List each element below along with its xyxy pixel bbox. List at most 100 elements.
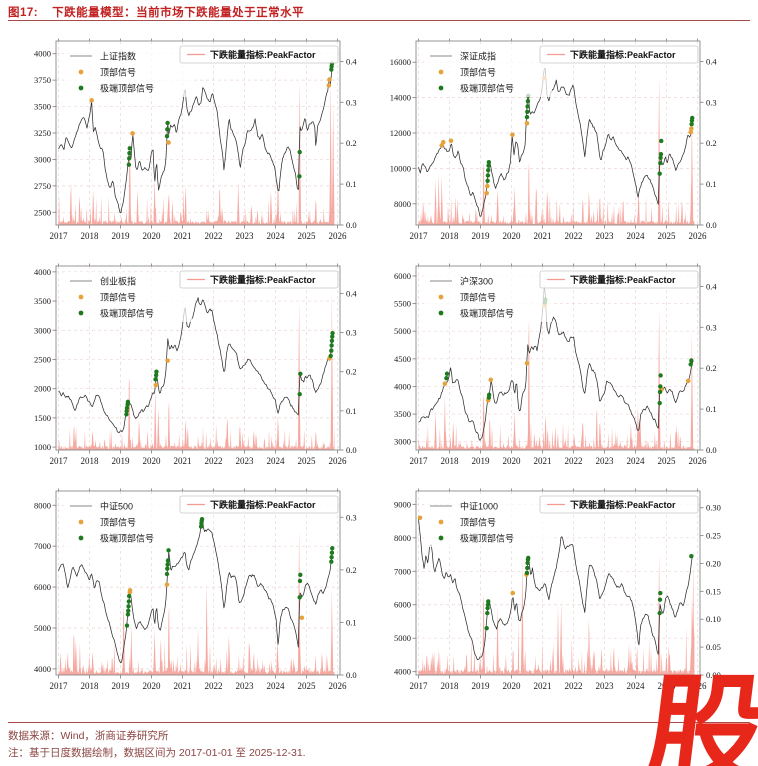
svg-text:2019: 2019 [471, 456, 490, 466]
svg-text:2024: 2024 [627, 456, 646, 466]
svg-text:2025: 2025 [658, 456, 677, 466]
svg-text:0.1: 0.1 [706, 404, 717, 414]
svg-text:2017: 2017 [49, 456, 67, 466]
svg-text:2020: 2020 [142, 456, 161, 466]
svg-text:6000: 6000 [34, 582, 51, 592]
svg-text:2019: 2019 [471, 231, 490, 241]
svg-text:2500: 2500 [34, 354, 51, 364]
chart-chinext: 2017 2018 2019 2020 2021 2022 2023 2024 2025 2026… [34, 263, 357, 466]
svg-text:4000: 4000 [34, 664, 51, 674]
svg-text:2023: 2023 [236, 456, 255, 466]
svg-text:1500: 1500 [34, 413, 51, 423]
svg-text:6000: 6000 [394, 271, 411, 281]
svg-text:3000: 3000 [34, 154, 51, 164]
svg-text:2026: 2026 [689, 456, 708, 466]
figure-footer: 数据来源：Wind，浙商证券研究所 注：基于日度数据绘制，数据区间为 2017-… [8, 728, 306, 762]
svg-text:2019: 2019 [111, 456, 129, 466]
svg-text:0.00: 0.00 [706, 670, 721, 680]
svg-text:3000: 3000 [34, 325, 51, 335]
watermark-stock-glyph: 股 [637, 665, 758, 766]
svg-text:0.3: 0.3 [346, 512, 357, 522]
svg-text:0.2: 0.2 [706, 138, 717, 148]
svg-text:2025: 2025 [298, 231, 317, 241]
svg-text:2018: 2018 [440, 231, 459, 241]
svg-text:2017: 2017 [49, 231, 67, 241]
svg-text:顶部信号: 顶部信号 [460, 292, 496, 303]
svg-text:2017: 2017 [409, 681, 428, 691]
svg-text:0.10: 0.10 [706, 614, 721, 624]
data-note: 注：基于日度数据绘制，数据区间为 2017-01-01 至 2025-12-31… [8, 747, 306, 759]
svg-text:0.20: 0.20 [706, 558, 721, 568]
svg-text:极端顶部信号: 极端顶部信号 [460, 533, 514, 544]
svg-text:2023: 2023 [596, 231, 615, 241]
svg-text:2000: 2000 [34, 384, 51, 394]
data-source: 数据来源：Wind，浙商证券研究所 [8, 730, 169, 742]
svg-text:2021: 2021 [533, 681, 551, 691]
figure-label: 图17: [8, 7, 39, 19]
svg-text:下跌能量指标:PeakFactor: 下跌能量指标:PeakFactor [570, 499, 676, 510]
svg-text:2018: 2018 [80, 456, 99, 466]
svg-text:中证1000: 中证1000 [460, 501, 498, 512]
svg-text:0.3: 0.3 [706, 322, 717, 332]
footer-rule [8, 722, 750, 723]
chart-csi300: 2017 2018 2019 2020 2021 2022 2023 2024 2025 2026… [394, 263, 717, 466]
svg-text:2018: 2018 [80, 681, 99, 691]
svg-text:深证成指: 深证成指 [460, 51, 496, 62]
svg-text:0.05: 0.05 [706, 642, 721, 652]
svg-text:0.2: 0.2 [706, 363, 717, 373]
svg-text:2020: 2020 [142, 231, 161, 241]
svg-text:2500: 2500 [34, 207, 51, 217]
svg-text:0.4: 0.4 [706, 56, 717, 66]
svg-text:0.30: 0.30 [706, 503, 721, 513]
svg-text:0.2: 0.2 [346, 565, 357, 575]
svg-text:2024: 2024 [267, 231, 286, 241]
svg-text:2026: 2026 [329, 231, 348, 241]
svg-text:4500: 4500 [394, 354, 411, 364]
svg-text:2025: 2025 [658, 681, 677, 691]
svg-text:沪深300: 沪深300 [460, 276, 493, 287]
svg-text:8000: 8000 [34, 500, 51, 510]
svg-text:3500: 3500 [34, 102, 51, 112]
svg-text:2017: 2017 [409, 231, 428, 241]
svg-text:2020: 2020 [502, 231, 521, 241]
svg-text:0.4: 0.4 [346, 56, 357, 66]
svg-text:2025: 2025 [298, 456, 317, 466]
svg-text:3000: 3000 [394, 437, 411, 447]
svg-text:2022: 2022 [565, 231, 583, 241]
svg-text:2024: 2024 [627, 231, 646, 241]
svg-text:0.4: 0.4 [706, 281, 717, 291]
svg-text:2024: 2024 [267, 456, 286, 466]
svg-text:下跌能量指标:PeakFactor: 下跌能量指标:PeakFactor [210, 274, 316, 285]
svg-text:下跌能量指标:PeakFactor: 下跌能量指标:PeakFactor [570, 274, 676, 285]
svg-text:2023: 2023 [596, 456, 615, 466]
svg-text:14000: 14000 [390, 93, 411, 103]
svg-text:0.0: 0.0 [346, 220, 357, 230]
svg-text:2018: 2018 [440, 456, 459, 466]
svg-text:5000: 5000 [394, 633, 411, 643]
svg-text:0.3: 0.3 [346, 97, 357, 107]
svg-text:顶部信号: 顶部信号 [100, 517, 136, 528]
svg-text:0.0: 0.0 [346, 670, 357, 680]
svg-text:0.15: 0.15 [706, 586, 721, 596]
svg-text:2017: 2017 [409, 456, 428, 466]
svg-text:2023: 2023 [236, 681, 255, 691]
svg-text:3500: 3500 [394, 409, 411, 419]
svg-text:2021: 2021 [173, 681, 191, 691]
svg-text:12000: 12000 [390, 128, 411, 138]
figure-title: 下跌能量模型：当前市场下跌能量处于正常水平 [52, 7, 305, 19]
chart-csi1000: 2017 2018 2019 2020 2021 2022 2023 2024 2025 2026… [394, 488, 721, 691]
svg-text:1000: 1000 [34, 442, 51, 452]
svg-text:中证500: 中证500 [100, 501, 133, 512]
svg-text:4000: 4000 [34, 49, 51, 59]
header-rule [8, 20, 750, 21]
svg-text:2021: 2021 [173, 231, 191, 241]
svg-text:2022: 2022 [565, 456, 583, 466]
svg-text:极端顶部信号: 极端顶部信号 [460, 83, 514, 94]
svg-text:7000: 7000 [34, 541, 51, 551]
svg-text:5000: 5000 [394, 326, 411, 336]
svg-text:上证指数: 上证指数 [100, 51, 136, 62]
svg-text:2018: 2018 [80, 231, 99, 241]
svg-text:2021: 2021 [533, 231, 551, 241]
svg-text:2026: 2026 [689, 681, 708, 691]
